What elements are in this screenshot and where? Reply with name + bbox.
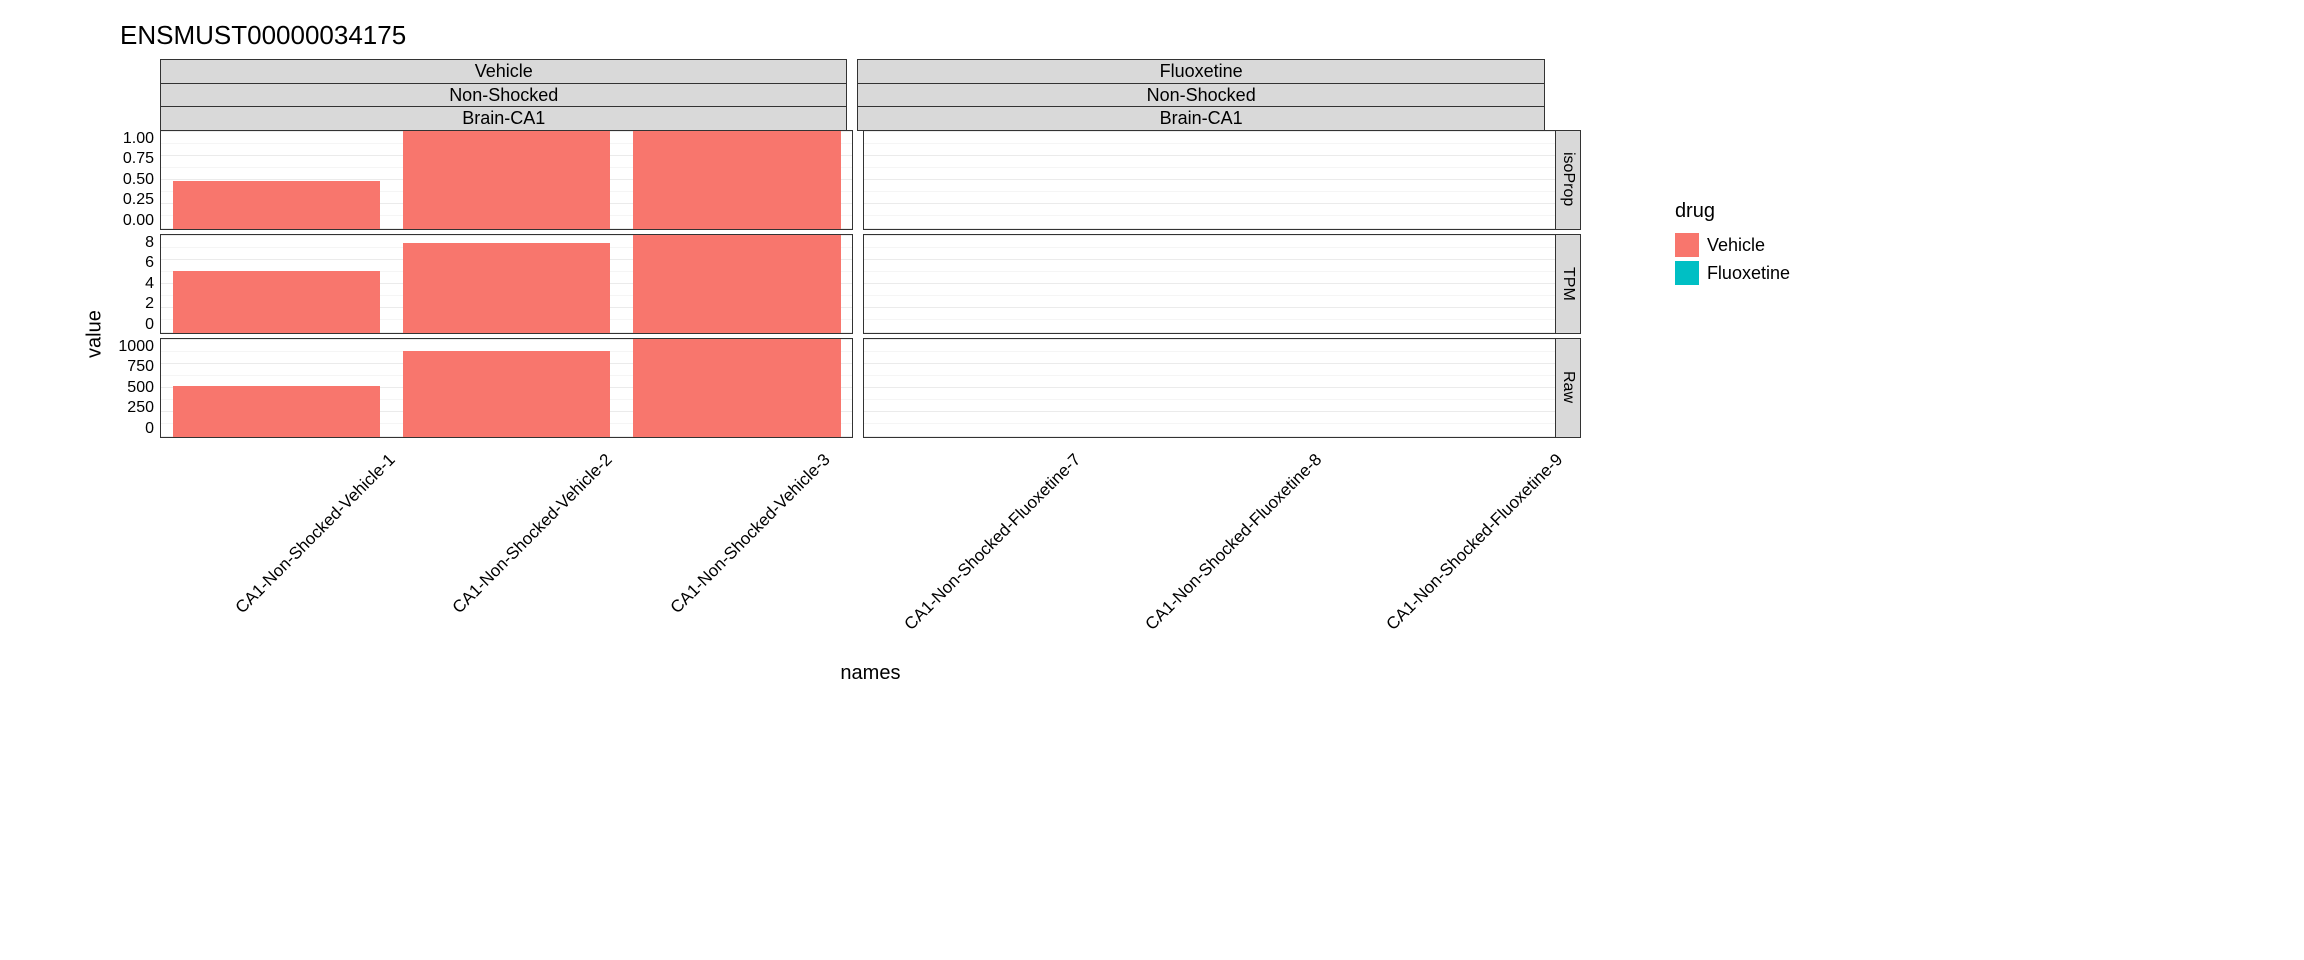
panels-wrapper: Vehicle Non-Shocked Brain-CA1 Fluoxetine… <box>110 59 1581 685</box>
y-tick-label: 0 <box>110 316 154 334</box>
x-ticks-group-1: CA1-Non-Shocked-Fluoxetine-7CA1-Non-Shoc… <box>822 442 1545 662</box>
bars <box>161 339 852 437</box>
bar <box>403 131 610 229</box>
bars <box>864 235 1555 333</box>
bars <box>161 235 852 333</box>
bar <box>173 386 380 437</box>
bar <box>633 235 840 333</box>
y-ticks: 8 6 4 2 0 <box>110 234 160 334</box>
row-strip: Raw <box>1555 338 1581 438</box>
y-tick-label: 1.00 <box>110 130 154 148</box>
bars <box>864 339 1555 437</box>
legend-swatch <box>1675 261 1699 285</box>
panel-r1-c1 <box>863 234 1556 334</box>
y-ticks: 1.00 0.75 0.50 0.25 0.00 <box>110 130 160 230</box>
y-tick-label: 250 <box>110 399 154 417</box>
row-strip: TPM <box>1555 234 1581 334</box>
rows-area: 1.00 0.75 0.50 0.25 0.00 isoProp 8 6 4 2 0 TPM 1000 7… <box>110 130 1581 438</box>
faceted-bar-chart: ENSMUST00000034175 value Vehicle Non-Sho… <box>80 20 1580 685</box>
panel-r1-c0 <box>160 234 853 334</box>
bar <box>173 181 380 228</box>
facet-area: value Vehicle Non-Shocked Brain-CA1 Fluo… <box>80 59 1580 685</box>
y-tick-label: 500 <box>110 379 154 397</box>
legend-label: Vehicle <box>1707 235 1765 256</box>
col-header: Non-Shocked <box>857 83 1544 108</box>
bar <box>403 243 610 332</box>
chart-title: ENSMUST00000034175 <box>120 20 1580 51</box>
bar <box>403 351 610 436</box>
col-header: Vehicle <box>160 59 847 84</box>
y-tick-label: 4 <box>110 275 154 293</box>
panel-r0-c1 <box>863 130 1556 230</box>
legend: drug Vehicle Fluoxetine <box>1675 200 1790 289</box>
row-strip-label: TPM <box>1559 267 1577 301</box>
legend-item: Fluoxetine <box>1675 261 1790 285</box>
bar <box>633 339 840 437</box>
legend-title: drug <box>1675 200 1790 223</box>
y-ticks: 1000 750 500 250 0 <box>110 338 160 438</box>
col-header-group-1: Fluoxetine Non-Shocked Brain-CA1 <box>857 59 1544 130</box>
bars <box>161 131 852 229</box>
y-tick-label: 1000 <box>110 338 154 356</box>
y-axis-label: value <box>80 139 110 529</box>
x-ticks-row: CA1-Non-Shocked-Vehicle-1 CA1-Non-Shocked… <box>160 442 1581 662</box>
y-tick-label: 0.50 <box>110 171 154 189</box>
row-strip-label: isoProp <box>1559 152 1577 206</box>
y-tick-label: 0.75 <box>110 150 154 168</box>
strip-spacer <box>1555 59 1581 130</box>
y-tick-label: 0 <box>110 420 154 438</box>
col-header: Non-Shocked <box>160 83 847 108</box>
col-header: Brain-CA1 <box>160 106 847 131</box>
x-tick-label: CA1-Non-Shocked-Fluoxetine-9 <box>1383 450 1709 776</box>
column-facet-headers: Vehicle Non-Shocked Brain-CA1 Fluoxetine… <box>160 59 1581 130</box>
x-ticks-group-0: CA1-Non-Shocked-Vehicle-1CA1-Non-Shocked… <box>160 442 812 662</box>
panels-row <box>160 234 1556 334</box>
bar <box>173 271 380 332</box>
y-tick-label: 750 <box>110 358 154 376</box>
bar <box>633 131 840 229</box>
y-tick-label: 0.00 <box>110 212 154 230</box>
row-strip: isoProp <box>1555 130 1581 230</box>
y-tick-label: 2 <box>110 295 154 313</box>
col-header: Brain-CA1 <box>857 106 1544 131</box>
legend-item: Vehicle <box>1675 233 1790 257</box>
x-tick: CA1-Non-Shocked-Vehicle-1 <box>161 442 376 662</box>
row-panel-TPM: 8 6 4 2 0 TPM <box>110 234 1581 334</box>
legend-swatch <box>1675 233 1699 257</box>
panels-row <box>160 338 1556 438</box>
legend-label: Fluoxetine <box>1707 263 1790 284</box>
panel-r2-c0 <box>160 338 853 438</box>
y-tick-label: 8 <box>110 234 154 252</box>
col-header-group-0: Vehicle Non-Shocked Brain-CA1 <box>160 59 847 130</box>
row-panel-isoProp: 1.00 0.75 0.50 0.25 0.00 isoProp <box>110 130 1581 230</box>
panels-row <box>160 130 1556 230</box>
row-panel-Raw: 1000 750 500 250 0 Raw <box>110 338 1581 438</box>
bars <box>864 131 1555 229</box>
row-strip-label: Raw <box>1559 371 1577 403</box>
y-tick-label: 0.25 <box>110 191 154 209</box>
x-tick: CA1-Non-Shocked-Fluoxetine-7 <box>823 442 1062 662</box>
col-header: Fluoxetine <box>857 59 1544 84</box>
panel-r0-c0 <box>160 130 853 230</box>
panel-r2-c1 <box>863 338 1556 438</box>
y-tick-label: 6 <box>110 254 154 272</box>
